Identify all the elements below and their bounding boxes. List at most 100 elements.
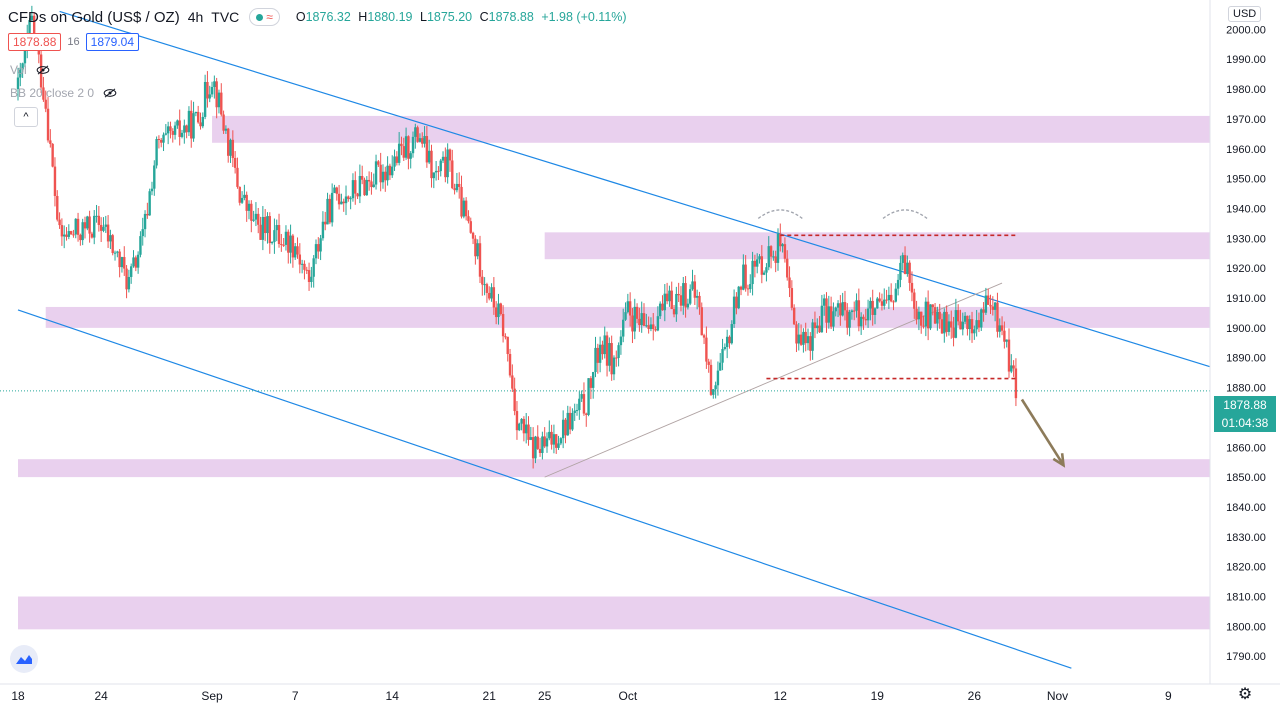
candle-body — [843, 302, 847, 311]
candle-body — [28, 20, 31, 37]
candle-body — [427, 150, 431, 163]
candle — [582, 382, 586, 416]
candle-body — [349, 198, 352, 200]
candle — [744, 255, 747, 292]
candle-body — [749, 284, 752, 290]
candle-body — [233, 157, 237, 168]
price-tick-label: 1840.00 — [1226, 502, 1266, 514]
symbol-name[interactable]: CFDs on Gold (US$ / OZ) — [8, 8, 180, 26]
candle-body — [668, 290, 671, 302]
candle-body — [324, 221, 327, 225]
candle — [832, 302, 835, 332]
candle-body — [93, 215, 96, 238]
time-tick-label: 26 — [968, 689, 982, 703]
candle — [693, 274, 697, 305]
price-axis: 1790.00 1800.00 1810.00 1820.00 1830.00 1840.… — [1209, 0, 1266, 684]
collapse-legend-button[interactable]: ^ — [14, 107, 38, 127]
bollinger-indicator-row[interactable]: BB 20 close 2 0 — [10, 86, 118, 100]
candle — [788, 266, 791, 298]
candle-body — [906, 262, 909, 274]
eye-off-icon[interactable] — [102, 88, 118, 98]
candle-body — [956, 310, 960, 322]
channel-line-2 — [17, 309, 1072, 669]
candle-body — [263, 216, 267, 234]
candle — [183, 119, 186, 144]
candle-body — [998, 325, 1001, 332]
candle-body — [689, 289, 692, 304]
tradingview-logo-icon[interactable] — [10, 645, 38, 673]
candle-body — [432, 172, 435, 179]
candle-body — [282, 244, 285, 246]
candle — [280, 233, 283, 252]
candle — [899, 255, 902, 288]
candle-body — [896, 279, 900, 289]
candle-body — [208, 94, 211, 99]
candle-body — [649, 324, 653, 329]
candle-body — [654, 329, 657, 331]
candle — [113, 250, 117, 261]
candle — [446, 143, 449, 184]
candle-body — [818, 325, 821, 333]
bid-price[interactable]: 1878.88 — [8, 33, 62, 51]
gear-icon[interactable]: ⚙ — [1237, 686, 1253, 703]
candle — [682, 276, 685, 315]
candle-body — [827, 306, 831, 323]
candle — [626, 293, 630, 314]
candle — [631, 307, 634, 344]
candle — [291, 233, 295, 268]
candle — [615, 350, 618, 367]
candle — [222, 110, 225, 134]
candle-body — [1005, 339, 1008, 342]
volume-indicator-row[interactable]: Vol — [10, 63, 51, 77]
candle — [374, 154, 378, 190]
candle-body — [423, 136, 426, 144]
candle — [238, 186, 241, 206]
candle-body — [829, 306, 833, 327]
interval-label[interactable]: 4h — [187, 9, 204, 25]
candle-body — [719, 362, 722, 371]
candle-body — [822, 298, 826, 306]
candle — [268, 212, 271, 254]
candle — [913, 288, 916, 319]
market-status-pill[interactable]: ≈ — [249, 8, 280, 26]
candle-body — [887, 294, 891, 301]
candle-body — [638, 318, 641, 326]
candle — [719, 353, 722, 371]
candle-body — [892, 301, 895, 303]
candle — [354, 171, 357, 205]
candle — [520, 418, 523, 431]
candle-body — [148, 191, 151, 216]
candle-body — [820, 305, 824, 333]
eye-off-icon[interactable] — [35, 65, 51, 75]
candle — [303, 260, 306, 280]
candle — [1012, 360, 1015, 377]
candle-body — [187, 110, 191, 133]
candle-body — [400, 143, 403, 147]
candle — [257, 207, 260, 234]
candle — [328, 194, 332, 225]
candle-body — [132, 257, 135, 267]
candle — [885, 289, 888, 304]
candle — [499, 302, 502, 316]
candle-body — [515, 411, 519, 431]
candle — [160, 137, 163, 148]
candle — [889, 283, 893, 303]
candle-body — [929, 304, 932, 329]
candle-body — [559, 438, 563, 444]
currency-label[interactable]: USD — [1228, 6, 1262, 22]
candle-body — [488, 292, 491, 299]
candle — [460, 175, 463, 219]
candle — [772, 250, 775, 261]
candle — [709, 359, 713, 396]
candle — [959, 309, 962, 330]
candle — [381, 164, 385, 189]
candle-body — [550, 431, 553, 445]
candle — [333, 184, 336, 194]
candle-body — [213, 81, 216, 87]
ask-price[interactable]: 1879.04 — [85, 33, 140, 51]
candle — [356, 192, 359, 200]
candle — [811, 318, 814, 360]
time-tick-label: 21 — [483, 689, 497, 703]
